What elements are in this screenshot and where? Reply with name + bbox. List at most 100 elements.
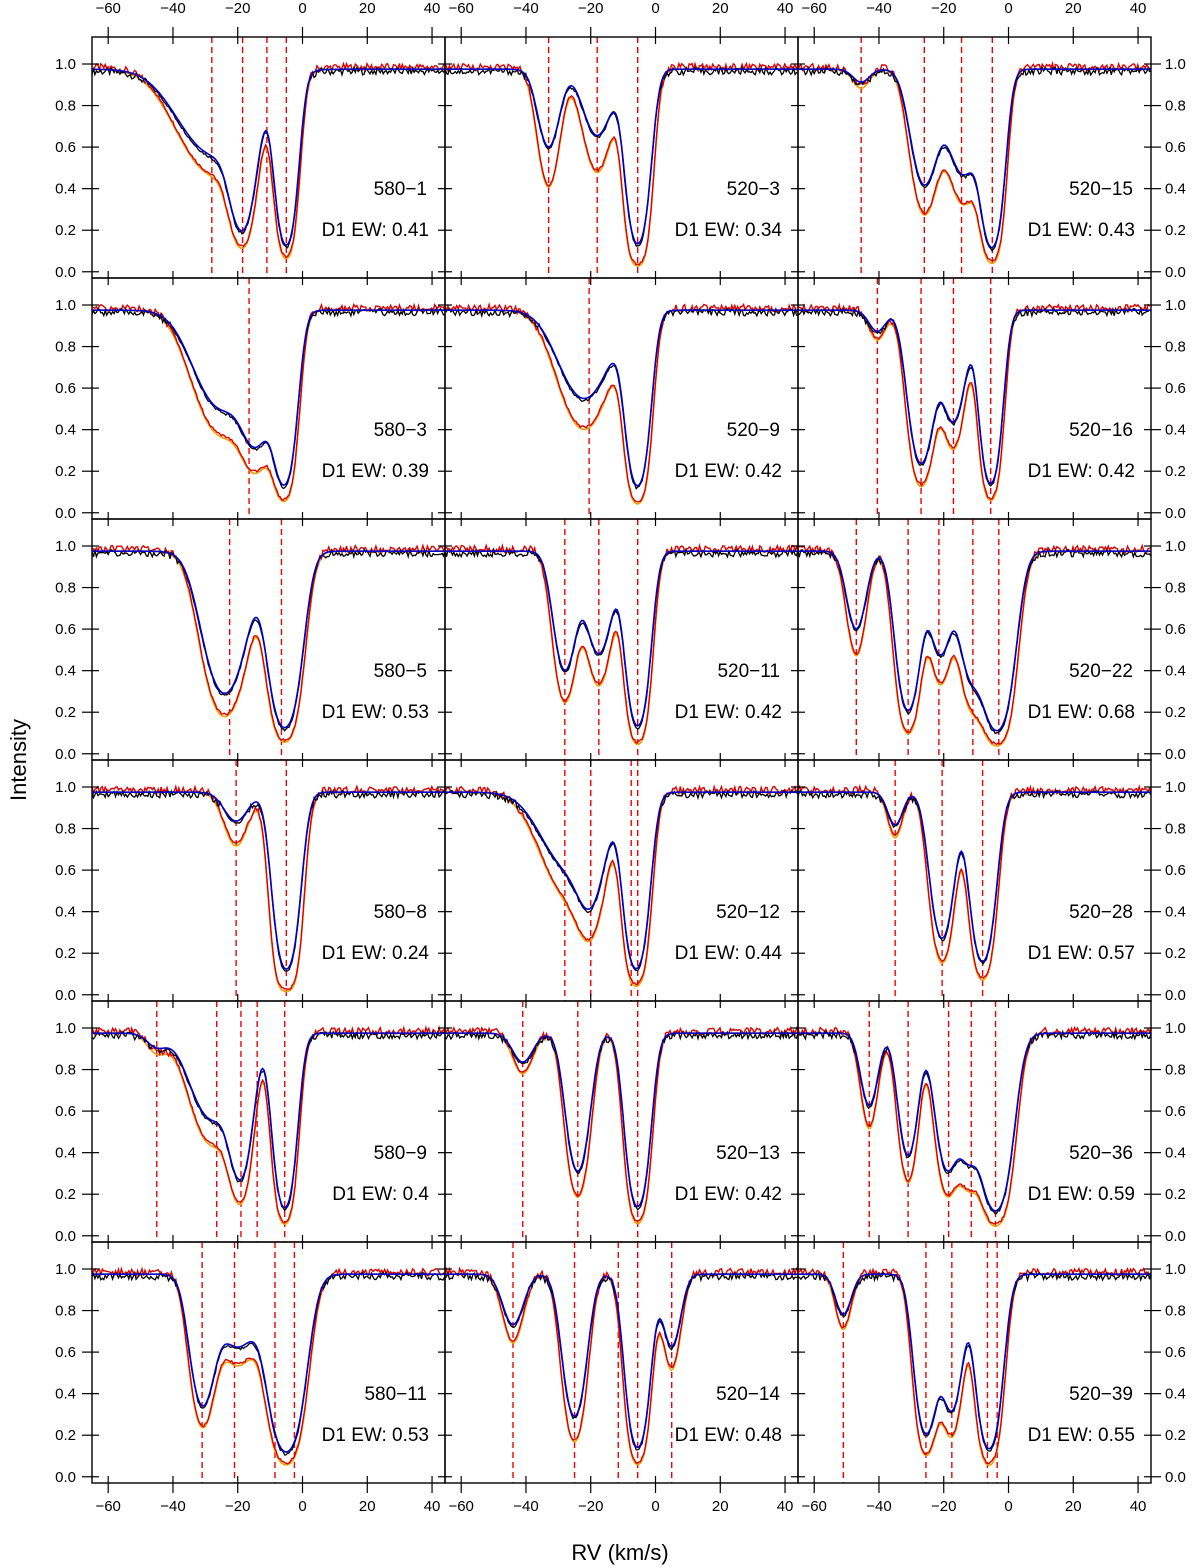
observed-d1-line (798, 784, 1151, 979)
y-tick-label: 0.0 (1165, 505, 1186, 522)
y-tick-label: 0.2 (1165, 463, 1186, 480)
y-tick-label: 1.0 (55, 779, 76, 796)
plot-area (92, 519, 445, 760)
panel-name: 520−39 (1069, 1384, 1133, 1405)
panel-frame (91, 1241, 446, 1484)
panel-name: 520−16 (1069, 420, 1133, 441)
y-tick-label: 0.6 (1165, 1344, 1186, 1361)
panel-name: 580−8 (374, 902, 427, 923)
panel-ew: D1 EW: 0.39 (322, 461, 429, 482)
y-tick-label: 0.6 (1165, 380, 1186, 397)
panel-16: 520−14 D1 EW: 0.48 (444, 1241, 799, 1484)
fit-d2-line (92, 1273, 445, 1453)
x-tick-label: −20 (578, 0, 603, 17)
x-tick-label: −20 (225, 0, 250, 17)
y-tick-label: 0.8 (55, 1303, 76, 1320)
panel-5: 520−16 D1 EW: 0.42 (797, 277, 1152, 520)
panel-name: 580−11 (364, 1384, 427, 1405)
panel-ew: D1 EW: 0.42 (675, 461, 782, 482)
y-tick-label: 0.2 (1165, 1186, 1186, 1203)
y-tick-label: 0.8 (1165, 821, 1186, 838)
panel-name: 580−3 (374, 420, 427, 441)
panel-ew: D1 EW: 0.53 (322, 702, 429, 723)
x-tick-label: −60 (801, 1498, 826, 1515)
y-tick-label: 0.4 (55, 904, 76, 921)
y-tick-label: 0.8 (55, 821, 76, 838)
y-tick-label: 0.4 (55, 663, 76, 680)
y-tick-label: 0.2 (55, 1427, 76, 1444)
panel-name: 520−3 (727, 179, 780, 200)
plot-area (798, 1001, 1151, 1242)
y-tick-label: 0.2 (55, 463, 76, 480)
x-tick-label: 40 (424, 0, 441, 17)
panel-13: 520−13 D1 EW: 0.42 (444, 1000, 799, 1243)
y-tick-label: 0.4 (1165, 422, 1186, 439)
y-tick-label: 1.0 (55, 1261, 76, 1278)
y-tick-label: 0.2 (1165, 222, 1186, 239)
panel-1: 520−3 D1 EW: 0.34 (444, 36, 799, 279)
panel-6: 580−5 D1 EW: 0.53 (91, 518, 446, 761)
x-tick-label: 40 (1130, 0, 1147, 17)
axes-layer: 0.0 0.2 0.4 0.6 0.8 1.0 −60 −40 −20 0 20 40 −60 −40 −2… (55, 0, 1186, 1515)
x-tick-label: 40 (424, 1498, 441, 1515)
panel-frame (797, 1000, 1152, 1243)
y-tick-label: 0.0 (55, 1469, 76, 1486)
y-tick-label: 0.6 (55, 862, 76, 879)
observed-d2-line (798, 548, 1151, 735)
panel-name: 520−36 (1069, 1143, 1133, 1164)
observed-d1-line (92, 302, 445, 502)
panel-ew: D1 EW: 0.68 (1028, 702, 1135, 723)
plot-area (445, 278, 798, 519)
y-tick-label: 0.6 (1165, 139, 1186, 156)
panel-name: 520−15 (1069, 179, 1133, 200)
panel-frame (444, 518, 799, 761)
panel-14: 520−36 D1 EW: 0.59 (797, 1000, 1152, 1243)
x-tick-label: −20 (225, 1498, 250, 1515)
panel-name: 520−9 (727, 420, 780, 441)
observed-d1-line (798, 302, 1151, 500)
x-tick-label: −40 (866, 1498, 891, 1515)
y-tick-label: 0.2 (55, 1186, 76, 1203)
panel-ew: D1 EW: 0.24 (322, 943, 430, 964)
y-tick-label: 0.2 (1165, 945, 1186, 962)
y-tick-label: 0.6 (55, 139, 76, 156)
panel-17: 520−39 D1 EW: 0.55 (797, 1241, 1152, 1484)
y-tick-label: 0.4 (1165, 904, 1186, 921)
x-tick-label: −60 (448, 1498, 473, 1515)
panel-10: 520−12 D1 EW: 0.44 (444, 759, 799, 1002)
panel-ew: D1 EW: 0.4 (332, 1184, 429, 1205)
panel-frame (797, 36, 1152, 279)
y-tick-label: 0.4 (55, 181, 76, 198)
panel-ew: D1 EW: 0.55 (1028, 1425, 1135, 1446)
plot-area (798, 37, 1151, 278)
x-tick-label: 0 (651, 1498, 659, 1515)
x-tick-label: −60 (95, 1498, 120, 1515)
y-tick-label: 1.0 (55, 538, 76, 555)
plot-area (798, 760, 1151, 1001)
y-tick-label: 1.0 (1165, 56, 1186, 73)
y-tick-label: 0.6 (55, 1344, 76, 1361)
observed-d1-line (92, 61, 445, 259)
fit-d2-line (445, 68, 798, 245)
fit-d2-line (798, 68, 1151, 249)
y-tick-label: 0.8 (1165, 339, 1186, 356)
panel-ew: D1 EW: 0.53 (322, 1425, 429, 1446)
plot-area (445, 1242, 798, 1483)
plot-area (92, 37, 445, 278)
x-tick-label: 0 (1004, 1498, 1012, 1515)
observed-d1-line (92, 784, 445, 991)
y-tick-label: 0.0 (55, 505, 76, 522)
panel-15: 580−11 D1 EW: 0.53 (91, 1241, 446, 1484)
y-tick-label: 0.0 (1165, 987, 1186, 1004)
plot-area (445, 760, 798, 1001)
fit-d2-line (92, 791, 445, 970)
y-tick-label: 0.0 (55, 1228, 76, 1245)
x-tick-label: 20 (359, 0, 376, 17)
fit-d2-line (445, 550, 798, 727)
plot-area (798, 519, 1151, 760)
y-tick-label: 0.6 (55, 621, 76, 638)
y-tick-label: 1.0 (1165, 297, 1186, 314)
panel-12: 580−9 D1 EW: 0.4 (91, 1000, 446, 1243)
panel-ew: D1 EW: 0.41 (322, 220, 429, 241)
